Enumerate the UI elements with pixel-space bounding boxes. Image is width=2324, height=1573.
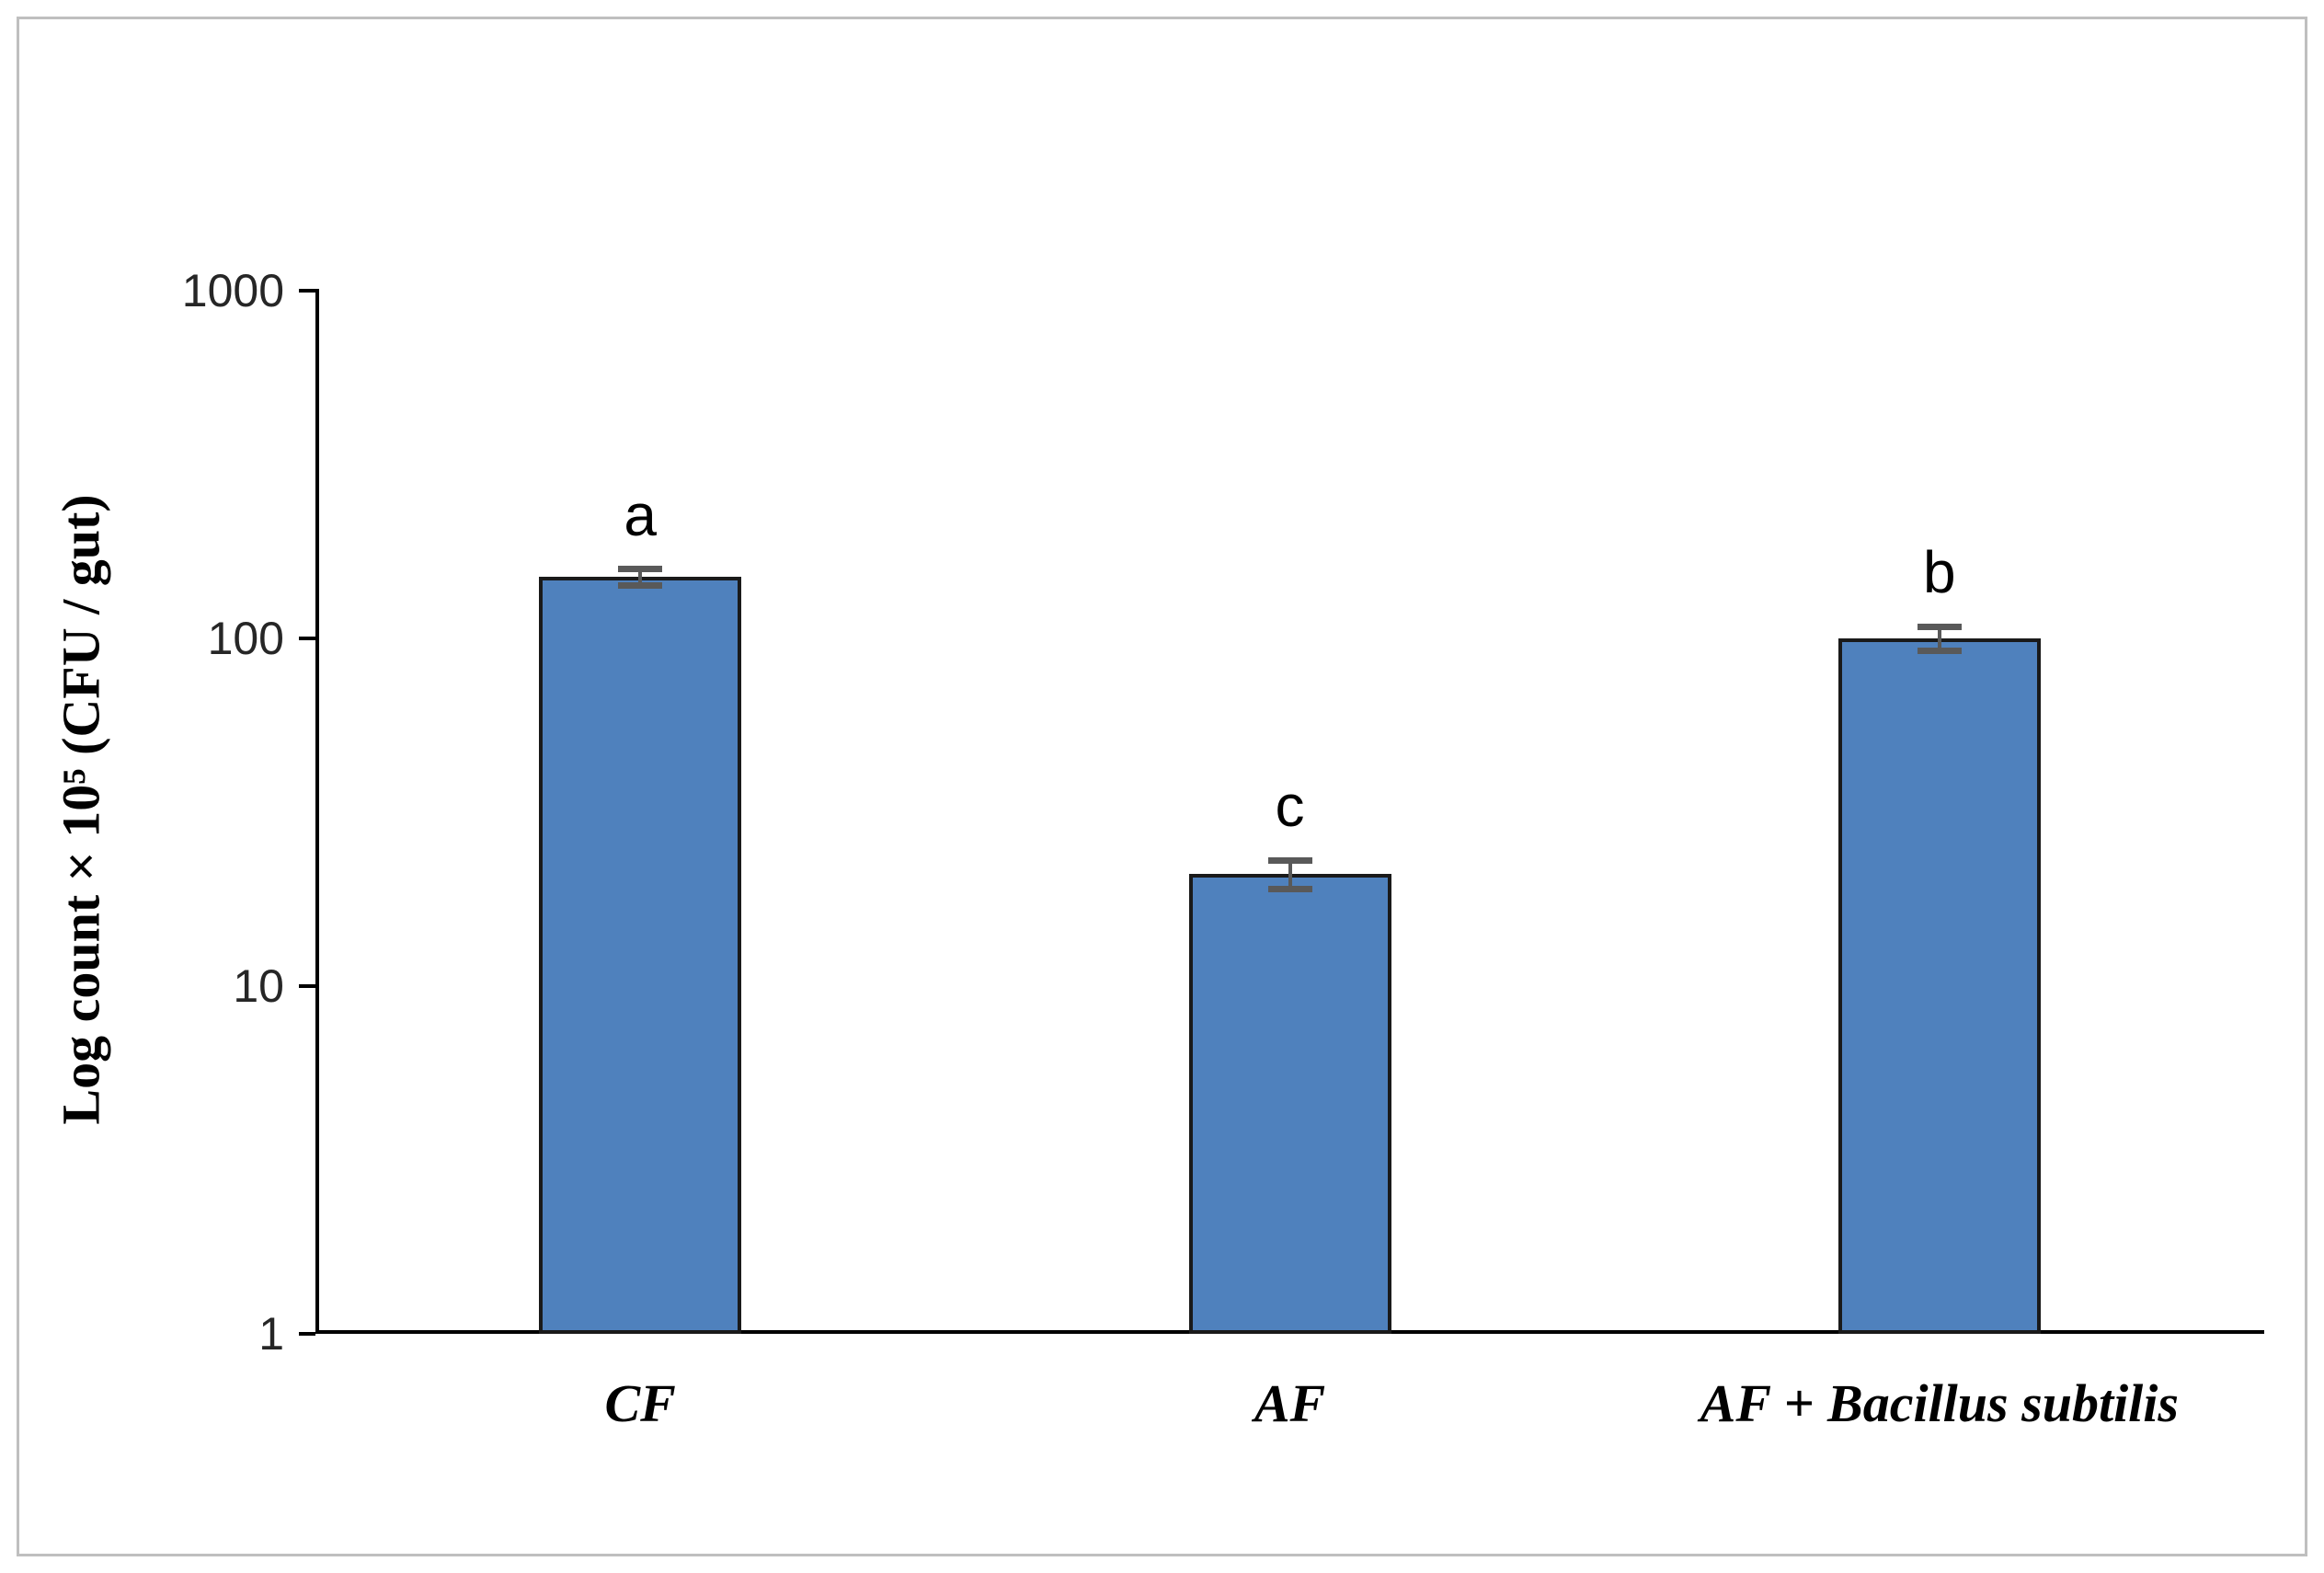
plot-area: 1000 100 10 1 a CF c AF b AF + Bacillus subtilis [182, 265, 2264, 1433]
error-bar-cap [618, 566, 663, 573]
error-bar-cap [1267, 856, 1312, 864]
error-bar-cap [1917, 648, 1962, 655]
y-tick-label: 1 [258, 1308, 284, 1360]
error-bar-cap [618, 581, 663, 589]
error-bar-cap [1917, 623, 1962, 630]
x-category-label: CF [604, 1373, 676, 1433]
bar [1837, 638, 2041, 1334]
significance-letter: c [1275, 773, 1305, 840]
y-axis-line [315, 289, 319, 1334]
y-tick-label: 100 [207, 613, 284, 664]
y-tick-mark [299, 637, 315, 640]
y-tick-label: 10 [233, 960, 284, 1012]
significance-letter: a [624, 481, 657, 548]
x-category-label: AF + Bacillus subtilis [1700, 1373, 2179, 1433]
y-tick-mark [299, 984, 315, 988]
y-tick-mark [299, 1332, 315, 1336]
error-bar-line [1288, 860, 1292, 890]
bar [1188, 874, 1391, 1334]
x-category-label: AF [1254, 1373, 1326, 1433]
bar [539, 577, 742, 1334]
error-bar-cap [1267, 886, 1312, 893]
y-tick-label: 1000 [181, 265, 284, 316]
error-bar-line [638, 568, 643, 586]
y-tick-mark [299, 289, 315, 293]
y-axis-title: Log count × 10⁵ (CFU / gut) [51, 494, 111, 1125]
error-bar-line [1937, 626, 1941, 651]
significance-letter: b [1923, 539, 1956, 606]
